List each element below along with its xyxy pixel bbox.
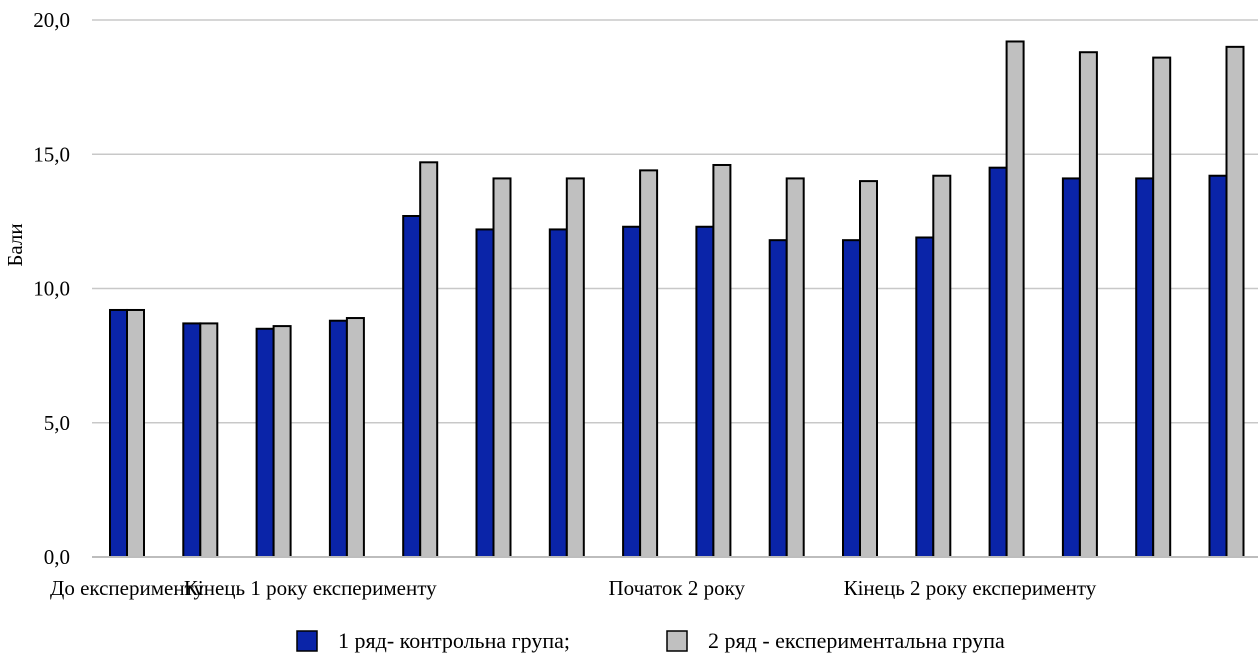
bar-control	[1061, 177, 1081, 558]
bar-experimental	[272, 325, 292, 558]
bar-control	[842, 239, 861, 558]
x-category-label: Кінець 1 року експерименту	[184, 576, 437, 600]
bar-control	[1135, 177, 1155, 558]
bar-experimental	[1152, 56, 1172, 559]
bar-experimental	[492, 177, 512, 558]
bar-experimental	[1225, 45, 1245, 558]
bar-experimental	[126, 308, 145, 559]
x-category-label: До експерименту	[50, 576, 204, 600]
bar-experimental	[345, 317, 365, 558]
legend-label-control: 1 ряд- контрольна група;	[338, 628, 570, 653]
bar-control	[109, 308, 128, 559]
legend-swatch-control	[296, 630, 318, 652]
bar-control	[915, 236, 935, 559]
y-tick-label: 10,0	[33, 277, 70, 301]
bar-control	[548, 228, 568, 558]
bars	[109, 40, 1245, 559]
legend-swatch-experimental	[666, 630, 688, 652]
bar-experimental	[712, 163, 732, 559]
bar-control	[1208, 174, 1228, 558]
bar-control	[475, 228, 495, 558]
bar-control	[988, 166, 1008, 559]
bar-experimental	[419, 161, 439, 558]
bar-control	[402, 215, 422, 558]
bar-experimental	[1078, 51, 1098, 558]
bar-control	[328, 319, 348, 558]
bar-experimental	[785, 177, 805, 558]
bar-control	[182, 322, 202, 558]
x-category-label: Кінець 2 року експерименту	[844, 576, 1097, 600]
bar-experimental	[639, 169, 659, 559]
bar-experimental	[565, 177, 585, 558]
y-tick-label: 20,0	[33, 8, 70, 32]
legend: 1 ряд- контрольна група; 2 ряд - експери…	[296, 628, 1005, 653]
legend-label-experimental: 2 ряд - експериментальна група	[708, 628, 1005, 653]
y-tick-label: 15,0	[33, 142, 70, 166]
y-tick-label: 5,0	[44, 411, 70, 435]
bar-control	[622, 225, 642, 558]
bar-experimental	[199, 322, 219, 558]
bar-experimental	[1005, 40, 1025, 559]
bar-control	[695, 225, 715, 558]
x-category-label: Початок 2 року	[609, 576, 746, 600]
y-axis-label: Бали	[3, 223, 27, 266]
y-tick-label: 0,0	[44, 545, 70, 569]
axes: 0,05,010,015,020,0До експериментуКінець …	[33, 8, 1258, 600]
bar-control	[768, 239, 788, 558]
bar-experimental	[859, 180, 878, 558]
bar-experimental	[932, 174, 952, 558]
bar-control	[255, 327, 275, 558]
